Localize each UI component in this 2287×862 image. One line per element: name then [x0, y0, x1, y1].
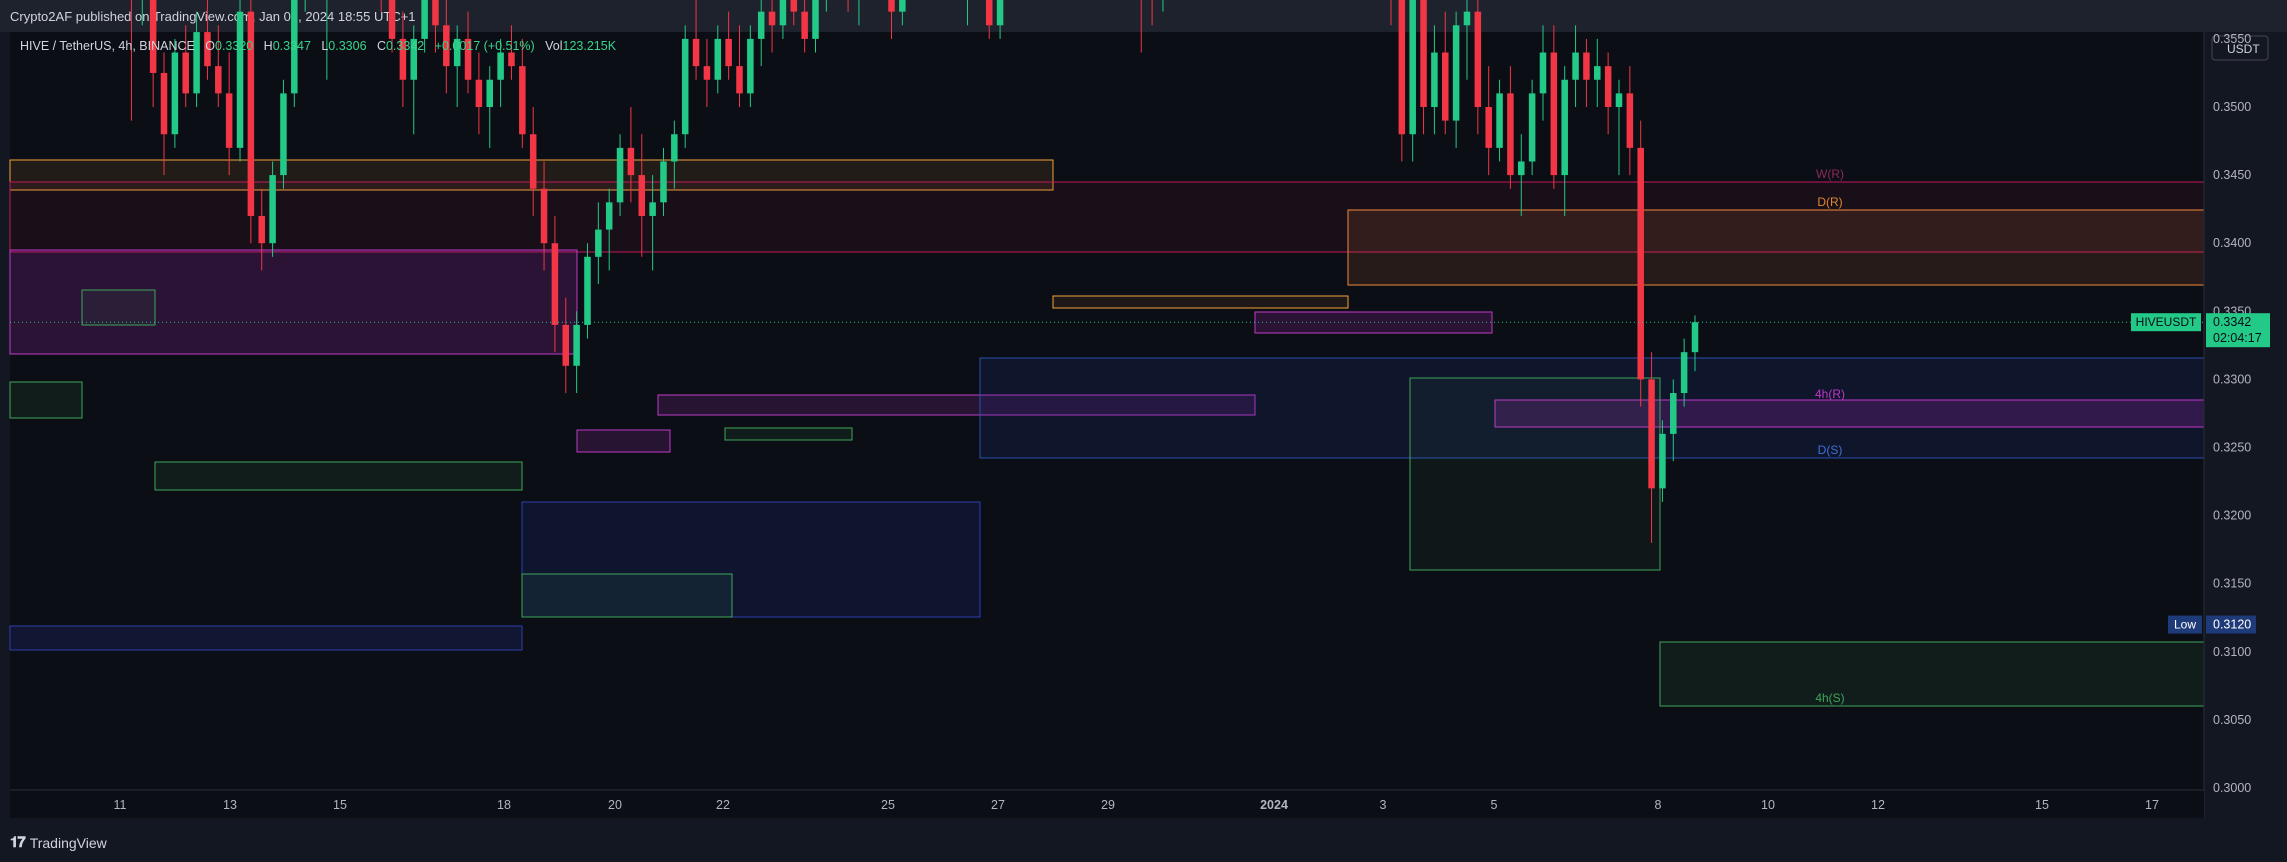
open-value: 0.3320 [215, 39, 254, 53]
bottom-bar [0, 825, 2287, 862]
countdown-text: 02:04:17 [2213, 331, 2262, 345]
y-tick-label: 0.3500 [2213, 100, 2251, 114]
change-value: +0.0017 (+0.51%) [434, 39, 535, 53]
tradingview-logo[interactable]: 𝟏𝟕 TradingView [10, 834, 107, 851]
currency-button[interactable] [2211, 35, 2269, 61]
tradingview-brand: TradingView [29, 834, 107, 851]
low-value: 0.3306 [328, 39, 367, 53]
open-label: O [205, 39, 215, 53]
top-bar: Crypto2AF published on TradingView.com, … [0, 0, 2287, 32]
volume-label: Vol [545, 39, 563, 53]
current-price-text: 0.3342 [2213, 315, 2251, 329]
extreme-value-tag [2206, 615, 2256, 634]
y-tick-label: 0.3200 [2213, 509, 2251, 523]
y-tick-label: 0.3250 [2213, 441, 2251, 455]
high-value: 0.3347 [272, 39, 311, 53]
y-tick-label: 0.3050 [2213, 713, 2251, 727]
price-axis[interactable] [2204, 32, 2287, 818]
chart-area[interactable] [10, 32, 2204, 818]
extreme-value-text: 0.3120 [2213, 618, 2251, 632]
y-tick-label: 0.3400 [2213, 236, 2251, 250]
y-tick-label: 0.3100 [2213, 645, 2251, 659]
volume-value: 123.215K [562, 39, 617, 53]
close-value: 0.3342 [385, 39, 425, 53]
low-label: L [321, 39, 329, 53]
price-countdown-tag [2206, 313, 2270, 348]
currency-label: USDT [2227, 42, 2260, 56]
close-label: C [376, 39, 386, 53]
high-label: H [263, 39, 273, 53]
y-tick-label: 0.3450 [2213, 168, 2251, 182]
publish-info: Crypto2AF published on TradingView.com, … [10, 9, 416, 24]
y-tick-label: 0.3150 [2213, 577, 2251, 591]
y-tick-label: 0.3550 [2213, 32, 2251, 46]
tradingview-logo-icon: 𝟏𝟕 [10, 834, 26, 851]
y-tick-label: 0.3350 [2213, 304, 2251, 318]
y-tick-label: 0.3300 [2213, 372, 2251, 386]
symbol-legend: HIVE / TetherUS, 4h, BINANCE O0.3320 H0.… [20, 39, 616, 53]
symbol-name: HIVE / TetherUS, 4h, BINANCE [20, 39, 195, 53]
y-tick-label: 0.3000 [2213, 781, 2251, 795]
